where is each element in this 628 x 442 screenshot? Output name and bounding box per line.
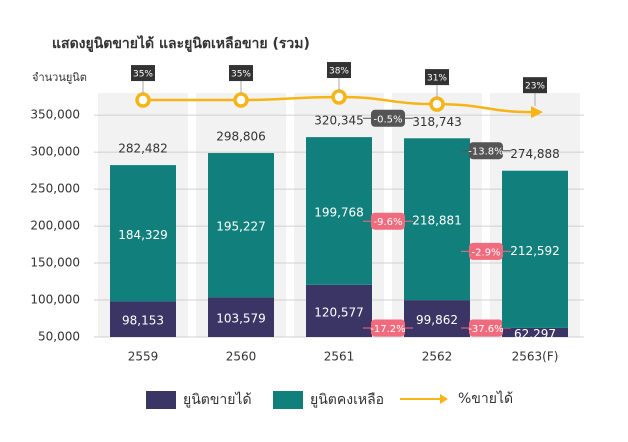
x-tick-label: 2559 [128,350,159,364]
bar-segment [110,301,176,337]
pct-box [131,65,155,82]
total-label: 320,345 [314,114,364,128]
change-label: -37.6% [468,324,503,335]
bar-value-label: 195,227 [216,220,266,234]
pct-label: 35% [133,70,153,80]
total-change-label-box [371,109,405,127]
y-tick-label: 200,000 [30,219,80,233]
bar-value-label: 218,881 [412,214,462,228]
bar-value-label: 184,329 [118,228,168,242]
y-tick-label: 150,000 [30,256,80,270]
legend-label: ยูนิตขายได้ [183,391,252,408]
bar-segment [404,138,470,301]
bar-value-label: 62,297 [514,327,556,341]
bar-segment [208,153,274,298]
change-label-box [469,242,503,260]
pct-label: 35% [231,70,251,80]
pct-label: 31% [427,74,447,84]
change-label: -17.2% [370,324,405,335]
legend-label: ยูนิตคงเหลือ [310,392,384,408]
total-change-label: -13.8% [468,147,503,158]
legend-swatch [273,391,303,409]
pct-box [425,69,449,86]
change-label-box [371,212,405,230]
line-point [233,92,249,108]
bar-value-label: 103,579 [216,312,266,326]
chart-title: แสดงยูนิตขายได้ และยูนิตเหลือขาย (รวม) [52,34,310,52]
total-label: 298,806 [216,130,266,144]
change-label: -2.9% [471,247,500,258]
change-label-box [469,319,503,337]
pct-box [327,62,351,79]
change-label-box [371,319,405,337]
bar-value-label: 98,153 [122,314,164,328]
y-axis-label: จำนวนยูนิต [32,71,87,84]
line-arrow [531,106,543,119]
pct-label: 23% [525,82,545,92]
x-tick-label: 2561 [324,350,355,364]
pct-box [523,77,547,94]
bar-segment [502,327,568,337]
total-label: 318,743 [412,115,462,129]
y-tick-label: 50,000 [38,330,80,344]
line-point [135,92,151,108]
x-tick-label: 2563(F) [512,350,559,364]
y-tick-label: 350,000 [30,108,80,122]
legend-swatch [146,391,176,409]
bar-segment [306,284,372,337]
legend-label: %ขายได้ [458,390,513,407]
y-tick-label: 250,000 [30,182,80,196]
bar-segment [208,297,274,337]
bar-segment [110,165,176,302]
total-change-label: -0.5% [373,114,402,125]
total-change-label-box [469,142,503,160]
line-point [429,96,445,112]
y-tick-label: 100,000 [30,293,80,307]
x-tick-label: 2562 [422,350,453,364]
bar-segment [306,137,372,285]
bar-value-label: 212,592 [510,244,560,258]
pct-label: 38% [329,67,349,77]
total-label: 282,482 [118,142,168,156]
line-point [331,89,347,105]
bar-segment [404,300,470,337]
pct-box [229,65,253,82]
y-tick-label: 300,000 [30,145,80,159]
bar-value-label: 199,768 [314,205,364,219]
bar-segment [502,170,568,328]
change-label: -9.6% [373,217,402,228]
bar-value-label: 120,577 [314,305,364,319]
legend-arrow [440,394,448,404]
x-tick-label: 2560 [226,350,257,364]
total-label: 274,888 [510,147,560,161]
bar-value-label: 99,862 [416,313,458,327]
